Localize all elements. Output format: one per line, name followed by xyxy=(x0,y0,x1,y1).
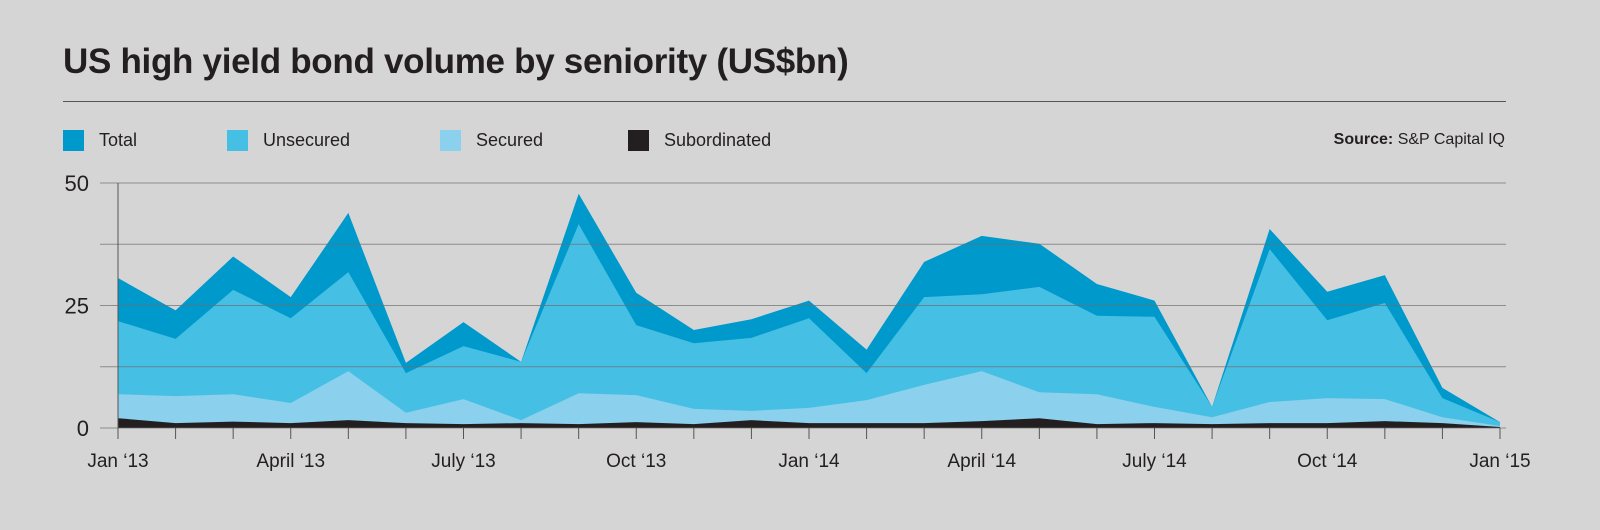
legend-item-secured: Secured xyxy=(440,130,543,151)
area-subordinated xyxy=(118,418,1500,428)
x-tick-label: Jan ‘14 xyxy=(778,451,840,472)
legend-swatch-secured xyxy=(440,130,461,151)
legend-swatch-total xyxy=(63,130,84,151)
source-text: S&P Capital IQ xyxy=(1397,131,1505,148)
y-tick-label: 0 xyxy=(77,416,89,441)
x-tick-label: Oct ‘14 xyxy=(1297,451,1358,472)
source-note: Source: S&P Capital IQ xyxy=(1334,131,1505,149)
x-tick-label: July ‘14 xyxy=(1122,451,1187,472)
x-tick-label: Jan ‘15 xyxy=(1469,451,1530,472)
x-tick-label: April ‘14 xyxy=(947,451,1016,472)
x-tick-label: July ‘13 xyxy=(431,451,495,472)
legend-label-subordinated: Subordinated xyxy=(664,130,772,150)
x-tick-label: Oct ‘13 xyxy=(606,451,666,472)
source-label: Source: xyxy=(1333,131,1394,148)
legend-label-total: Total xyxy=(99,130,138,150)
area-secured xyxy=(118,371,1500,428)
x-tick-label: Jan ‘13 xyxy=(87,451,148,472)
x-tick-label: April ‘13 xyxy=(256,451,325,472)
legend-swatch-subordinated xyxy=(628,130,649,151)
legend-item-subordinated: Subordinated xyxy=(628,130,771,151)
legend-swatch-unsecured xyxy=(227,130,248,151)
legend-label-unsecured: Unsecured xyxy=(263,130,351,150)
title-divider xyxy=(63,101,1506,102)
area-unsecured xyxy=(118,224,1500,428)
chart-title: US high yield bond volume by seniority (… xyxy=(63,42,849,81)
legend-item-total: Total xyxy=(63,130,137,151)
y-tick-label: 25 xyxy=(65,294,89,319)
y-tick-label: 50 xyxy=(65,171,89,196)
legend-label-secured: Secured xyxy=(476,130,544,150)
legend-item-unsecured: Unsecured xyxy=(227,130,350,151)
